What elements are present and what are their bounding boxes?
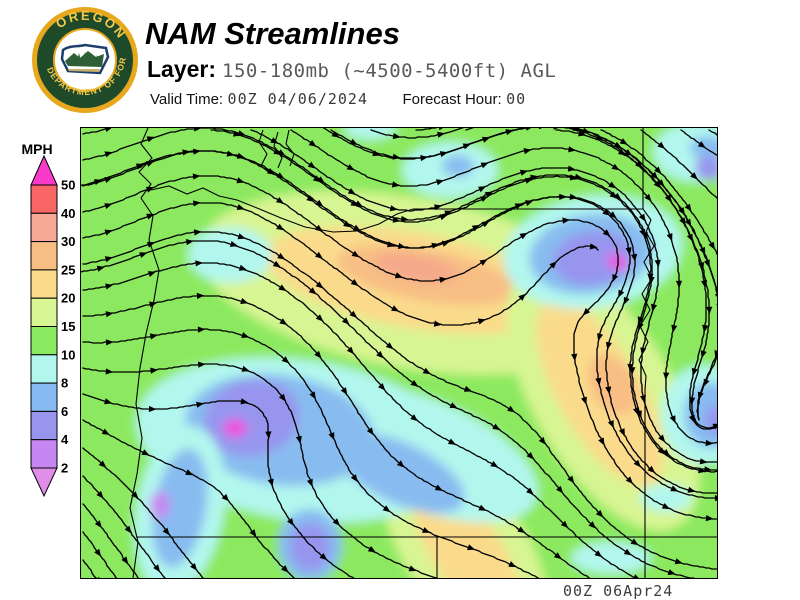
legend-bottom-arrow <box>30 467 58 498</box>
legend-segment <box>30 241 58 271</box>
streamline <box>82 231 717 570</box>
odf-logo: OREGON DEPARTMENT OF FORESTRY <box>30 5 138 113</box>
streamline <box>82 295 591 578</box>
streamline <box>465 128 475 131</box>
legend-segment <box>30 326 58 356</box>
legend-tick-label: 2 <box>61 461 68 476</box>
streamline <box>82 559 97 578</box>
streamline <box>82 447 204 578</box>
streamline <box>82 262 639 578</box>
legend-tick-label: 15 <box>61 319 75 334</box>
streamline <box>82 363 439 578</box>
forecast-hour-value: 00 <box>506 90 527 108</box>
map-timestamp: 00Z 06Apr24 <box>563 582 674 600</box>
legend-tick-label: 10 <box>61 347 75 362</box>
valid-time-label: Valid Time: <box>150 91 224 108</box>
legend-title: MPH <box>21 141 52 157</box>
layer-line: Layer: 150-180mb (~4500-5400ft) AGL <box>147 56 556 83</box>
legend-segment <box>30 212 58 243</box>
streamline <box>82 328 540 578</box>
streamline <box>640 129 717 199</box>
streamline <box>81 150 717 499</box>
legend-segment <box>30 269 58 299</box>
legend-tick-label: 40 <box>61 206 75 221</box>
forecast-hour-group: Forecast Hour: 00 <box>402 90 527 108</box>
legend-segment <box>30 382 58 412</box>
legend-tick-label: 50 <box>61 178 75 193</box>
idaho-border <box>638 128 655 578</box>
legend-segment <box>30 354 58 384</box>
legend-tick-label: 25 <box>61 262 75 277</box>
legend-tick-label: 4 <box>61 432 69 447</box>
streamline <box>82 419 296 578</box>
forecast-hour-label: Forecast Hour: <box>402 91 502 108</box>
streamline <box>370 128 465 139</box>
streamline-arrowheads <box>94 128 717 578</box>
streamline <box>600 129 717 256</box>
legend-tick-label: 30 <box>61 234 75 249</box>
legend-tick-label: 8 <box>61 376 68 391</box>
streamline <box>81 240 696 578</box>
wind-speed-legend: MPH 50 40 30 25 20 15 10 8 6 4 2 <box>21 141 75 498</box>
streamline-map <box>80 127 718 579</box>
streamline <box>82 503 139 578</box>
streamline <box>82 393 355 578</box>
legend-tick-label: 6 <box>61 404 68 419</box>
legend-segment <box>30 297 58 327</box>
logo-oregon-state-emblem <box>60 43 110 75</box>
streamline <box>415 128 438 131</box>
legend-segment <box>30 184 58 214</box>
legend-segment <box>30 439 58 469</box>
valid-time-line: Valid Time: 00Z 04/06/2024 Forecast Hour… <box>150 90 526 109</box>
valid-time-value: 00Z 04/06/2024 <box>227 90 368 108</box>
streamline <box>708 129 717 136</box>
streamline <box>82 175 717 520</box>
streamline <box>82 531 118 578</box>
legend-top-arrow <box>30 154 58 186</box>
layer-label: Layer: <box>147 56 217 82</box>
streamline <box>290 129 717 444</box>
page-title: NAM Streamlines <box>145 16 400 51</box>
coastline <box>129 128 160 578</box>
legend-tick-label: 20 <box>61 291 75 306</box>
layer-value: 150-180mb (~4500-5400ft) AGL <box>222 60 557 82</box>
legend-segment <box>30 410 58 441</box>
